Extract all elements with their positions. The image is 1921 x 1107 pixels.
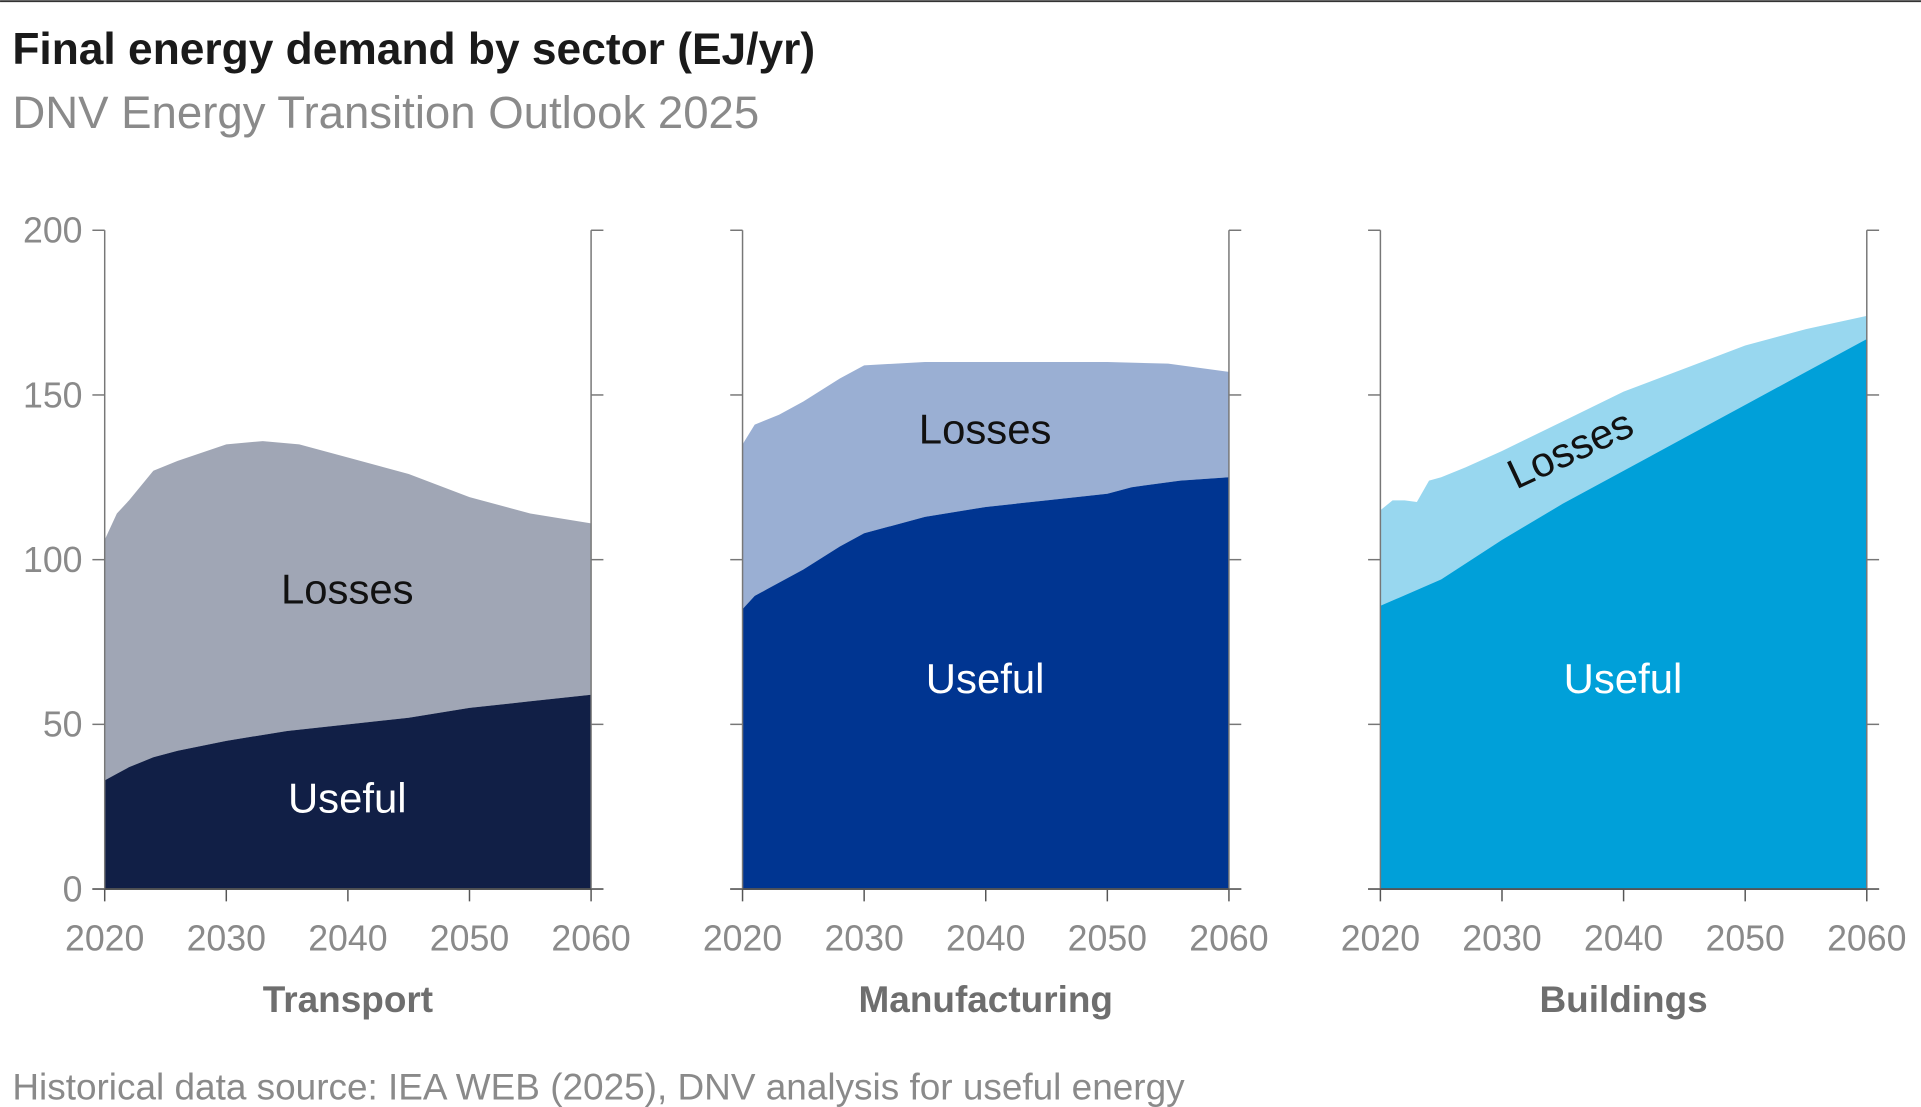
losses-area xyxy=(104,441,592,781)
source-note: Historical data source: IEA WEB (2025), … xyxy=(12,1067,1185,1107)
x-tick-label: 2020 xyxy=(703,919,782,959)
chart-title: Final energy demand by sector (EJ/yr) xyxy=(12,25,815,74)
x-tick-label: 2040 xyxy=(308,919,387,959)
losses-label: Losses xyxy=(919,405,1052,452)
x-tick-label: 2050 xyxy=(1705,919,1784,959)
x-tick-label: 2060 xyxy=(551,919,630,959)
x-tick-label: 2030 xyxy=(824,919,903,959)
panel-buildings: 2020 2030 2040 2050 2060BuildingsUsefulLosse… xyxy=(1341,229,1906,1020)
x-tick-label: 2020 xyxy=(65,919,144,959)
x-tick-label: 2060 xyxy=(1827,919,1906,959)
y-tick-label: 150 xyxy=(23,375,83,415)
useful-area xyxy=(104,694,592,890)
useful-label: Useful xyxy=(1564,655,1683,702)
x-tick-label: 2020 xyxy=(1341,919,1420,959)
x-tick-label: 2040 xyxy=(946,919,1025,959)
panel-title: Transport xyxy=(263,979,433,1020)
useful-label: Useful xyxy=(926,655,1045,702)
panel-title: Buildings xyxy=(1539,979,1707,1020)
x-tick-label: 2030 xyxy=(187,919,266,959)
losses-area xyxy=(1380,315,1867,606)
useful-area xyxy=(1380,338,1867,890)
chart-subtitle: DNV Energy Transition Outlook 2025 xyxy=(12,87,759,138)
y-tick-label: 0 xyxy=(63,869,83,909)
x-tick-label: 2030 xyxy=(1462,919,1541,959)
x-tick-label: 2050 xyxy=(430,919,509,959)
x-tick-label: 2050 xyxy=(1068,919,1147,959)
x-tick-label: 2040 xyxy=(1584,919,1663,959)
panel-title: Manufacturing xyxy=(859,979,1113,1020)
y-tick-label: 50 xyxy=(43,705,83,745)
useful-label: Useful xyxy=(288,775,407,822)
panel-transport: 0 50 100 150 200 2020 2030 2040 2050 2060 Transpor… xyxy=(23,211,631,1021)
panel-manufacturing: 2020 2030 2040 2050 2060 Manufacturing Useful L… xyxy=(703,229,1269,1020)
losses-area xyxy=(742,362,1229,610)
y-tick-label: 200 xyxy=(23,211,83,251)
useful-area xyxy=(742,477,1229,890)
losses-label: Losses xyxy=(281,565,414,612)
y-tick-label: 100 xyxy=(23,540,83,580)
x-tick-label: 2060 xyxy=(1189,919,1268,959)
